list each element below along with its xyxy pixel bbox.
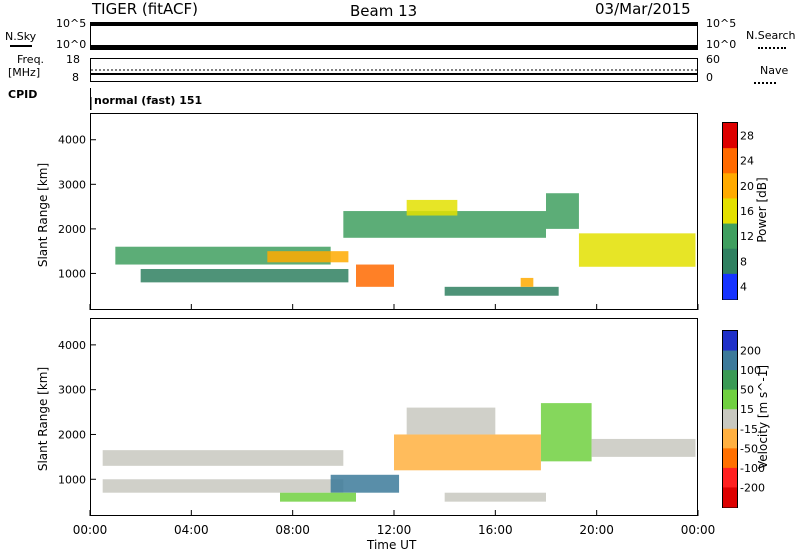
data-band-0-7 <box>520 277 534 287</box>
freq-trace <box>91 73 697 75</box>
cpid-label: CPID <box>8 88 38 101</box>
colorbar-seg-1-2 <box>723 370 737 391</box>
data-band-0-8 <box>546 193 579 229</box>
colorbar-tick-0-5: 8 <box>740 255 747 268</box>
nsky-label: N.Sky <box>5 30 37 43</box>
y-tick-label-0-2: 2000 <box>58 223 86 236</box>
colorbar-tick-0-1: 24 <box>740 155 754 168</box>
colorbar-seg-0-2 <box>723 173 737 199</box>
colorbar-seg-0-0 <box>723 123 737 149</box>
nsearch-trace <box>91 45 697 49</box>
colorbar-seg-0-3 <box>723 198 737 225</box>
nave-tick-high: 60 <box>706 53 720 66</box>
colorbar-seg-1-0 <box>723 331 737 352</box>
data-band-1-5 <box>406 407 496 435</box>
y-tick-label-1-3: 1000 <box>58 473 86 486</box>
data-band-0-9 <box>578 233 696 267</box>
freq-label-1: Freq. <box>17 53 45 66</box>
data-band-0-1 <box>140 268 349 283</box>
data-band-0-5 <box>406 199 458 216</box>
nsearch-tick-low: 10^0 <box>706 38 737 51</box>
colorbar-tick-0-3: 16 <box>740 205 754 218</box>
colorbar-tick-1-4: -15 <box>740 423 758 436</box>
data-band-1-2 <box>330 474 400 493</box>
x-axis-label: Time UT <box>367 538 417 552</box>
y-tick-label-0-3: 1000 <box>58 267 86 280</box>
colorbar-seg-0-5 <box>723 248 737 275</box>
nave-legend-line <box>754 82 776 84</box>
nave-tick-low: 0 <box>706 71 713 84</box>
nave-label: Nave <box>760 64 789 77</box>
data-band-0-6 <box>444 286 559 296</box>
colorbar-tick-0-0: 28 <box>740 130 754 143</box>
nsky-trace <box>91 23 697 26</box>
freq-label-2: [MHz] <box>8 66 41 79</box>
data-band-1-4 <box>394 434 541 471</box>
cpid-text: normal (fast) 151 <box>94 94 203 107</box>
nsky-legend-line <box>10 45 32 47</box>
colorbar-tick-1-1: 100 <box>740 364 761 377</box>
x-tick-label-3: 12:00 <box>377 523 412 537</box>
colorbar-seg-0-1 <box>723 148 737 174</box>
data-band-1-8 <box>444 492 546 502</box>
colorbar-seg-0-6 <box>723 273 737 300</box>
x-tick-label-5: 20:00 <box>579 523 614 537</box>
y-tick-label-0-1: 3000 <box>58 178 86 191</box>
colorbar-seg-1-4 <box>723 409 737 430</box>
colorbar-seg-1-7 <box>723 467 737 488</box>
colorbar-tick-1-5: -50 <box>740 442 758 455</box>
data-band-1-0 <box>102 450 344 466</box>
colorbar-tick-1-6: -100 <box>740 462 765 475</box>
y-tick-label-1-0: 4000 <box>58 339 86 352</box>
colorbar-tick-0-4: 12 <box>740 230 754 243</box>
data-band-0-4 <box>343 211 546 238</box>
data-band-1-7 <box>591 438 696 457</box>
colorbar-tick-1-3: 15 <box>740 403 754 416</box>
colorbar-seg-1-6 <box>723 448 737 469</box>
y-tick-label-1-2: 2000 <box>58 428 86 441</box>
x-tick-label-2: 08:00 <box>275 523 310 537</box>
data-band-1-1 <box>102 479 344 493</box>
colorbar-tick-1-7: -200 <box>740 481 765 494</box>
data-band-1-6 <box>540 403 592 462</box>
colorbar-seg-1-1 <box>723 350 737 371</box>
freq-tick-high: 18 <box>66 53 80 66</box>
colorbar-seg-1-5 <box>723 428 737 449</box>
y-tick-label-0-0: 4000 <box>58 134 86 147</box>
radar-title: TIGER (fitACF) <box>92 0 199 18</box>
data-band-0-2 <box>267 251 349 263</box>
nsearch-tick-high: 10^5 <box>706 17 737 30</box>
colorbar-tick-1-2: 50 <box>740 384 754 397</box>
colorbar-tick-1-0: 200 <box>740 345 761 358</box>
nsearch-label: N.Search <box>746 29 796 42</box>
x-tick-label-6: 00:00 <box>681 523 716 537</box>
x-tick-label-1: 04:00 <box>174 523 209 537</box>
nsky-tick-low: 10^0 <box>56 38 87 51</box>
colorbar-seg-1-8 <box>723 487 737 508</box>
y-tick-label-1-1: 3000 <box>58 384 86 397</box>
colorbar-seg-0-4 <box>723 223 737 250</box>
date-title: 03/Mar/2015 <box>595 0 691 18</box>
nsky-tick-high: 10^5 <box>56 17 87 30</box>
x-tick-label-4: 16:00 <box>478 523 513 537</box>
colorbar-tick-0-2: 20 <box>740 180 754 193</box>
colorbar-tick-0-6: 4 <box>740 280 747 293</box>
colorbar-seg-1-3 <box>723 389 737 410</box>
data-band-0-3 <box>356 264 394 287</box>
x-tick-label-0: 00:00 <box>73 523 108 537</box>
nsearch-legend-line <box>758 47 786 49</box>
freq-tick-low: 8 <box>72 71 79 84</box>
data-band-1-3 <box>280 492 356 502</box>
beam-title: Beam 13 <box>350 2 418 20</box>
